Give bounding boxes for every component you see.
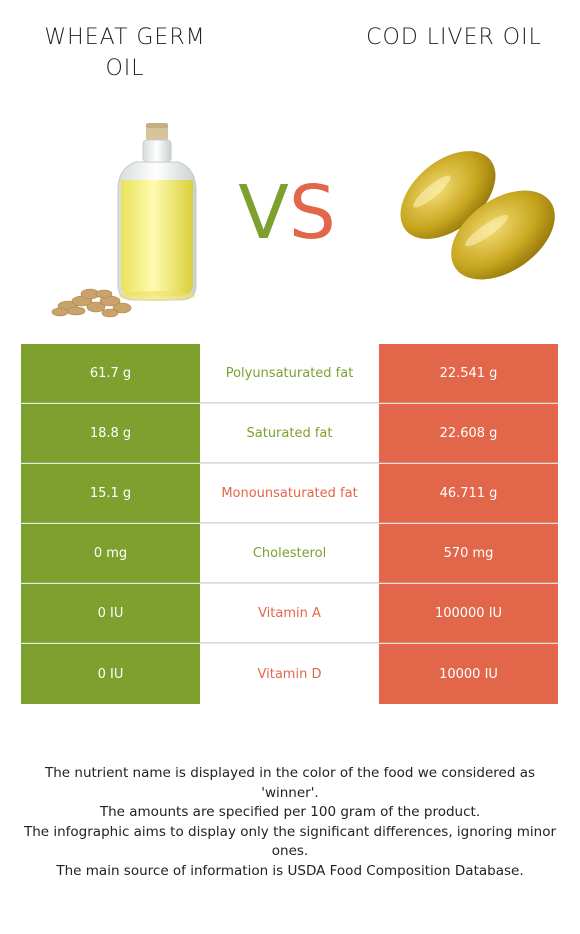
comparison-table: 61.7 g Polyunsaturated fat 22.541 g 18.8… (21, 344, 558, 704)
vs-v-letter: V (238, 170, 289, 256)
vs-label: VS (222, 168, 352, 258)
left-value: 61.7 g (21, 344, 200, 403)
nutrient-name: Saturated fat (200, 404, 379, 463)
table-row: 15.1 g Monounsaturated fat 46.711 g (21, 464, 558, 524)
right-value: 22.608 g (379, 404, 558, 463)
nutrient-name: Cholesterol (200, 524, 379, 583)
nutrient-name: Vitamin A (200, 584, 379, 643)
vs-s-letter: S (288, 170, 336, 256)
table-row: 0 IU Vitamin A 100000 IU (21, 584, 558, 644)
cod-liver-oil-capsules-image (400, 151, 555, 280)
right-food-title: COD LIVER OIL (366, 25, 542, 50)
wheat-germ-oil-bottle-image (51, 123, 197, 318)
nutrient-name: Vitamin D (200, 644, 379, 704)
right-value: 22.541 g (379, 344, 558, 403)
nutrient-name: Monounsaturated fat (200, 464, 379, 523)
footer-line: The infographic aims to display only the… (23, 823, 557, 860)
right-value: 100000 IU (379, 584, 558, 643)
right-value: 46.711 g (379, 464, 558, 523)
right-value: 10000 IU (379, 644, 558, 704)
table-row: 0 IU Vitamin D 10000 IU (21, 644, 558, 704)
left-value: 0 IU (21, 644, 200, 704)
footer-line: The main source of information is USDA F… (56, 862, 524, 879)
footer-line: The amounts are specified per 100 gram o… (99, 804, 481, 820)
nutrient-name: Polyunsaturated fat (200, 344, 379, 403)
table-row: 61.7 g Polyunsaturated fat 22.541 g (21, 344, 558, 404)
footer-line: The nutrient name is displayed in the co… (44, 765, 536, 801)
left-food-title: WHEAT GERM OIL (44, 25, 206, 81)
table-row: 0 mg Cholesterol 570 mg (21, 524, 558, 584)
right-value: 570 mg (379, 524, 558, 583)
table-row: 18.8 g Saturated fat 22.608 g (21, 404, 558, 464)
left-value: 18.8 g (21, 404, 200, 463)
left-value: 0 mg (21, 524, 200, 583)
footer-notes: The nutrient name is displayed in the co… (20, 764, 560, 881)
left-value: 0 IU (21, 584, 200, 643)
left-value: 15.1 g (21, 464, 200, 523)
